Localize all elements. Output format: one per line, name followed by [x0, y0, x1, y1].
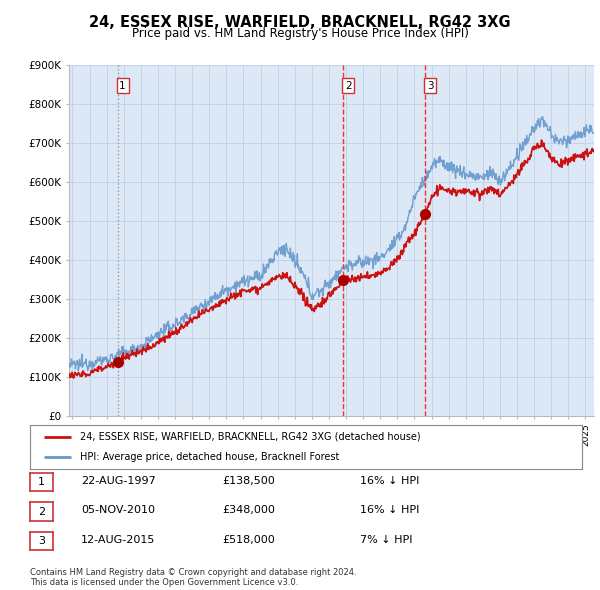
- Text: 12-AUG-2015: 12-AUG-2015: [81, 535, 155, 545]
- Text: 22-AUG-1997: 22-AUG-1997: [81, 476, 156, 486]
- Text: 16% ↓ HPI: 16% ↓ HPI: [360, 506, 419, 515]
- Text: HPI: Average price, detached house, Bracknell Forest: HPI: Average price, detached house, Brac…: [80, 452, 339, 462]
- Text: Price paid vs. HM Land Registry's House Price Index (HPI): Price paid vs. HM Land Registry's House …: [131, 27, 469, 40]
- Text: 16% ↓ HPI: 16% ↓ HPI: [360, 476, 419, 486]
- Text: Contains HM Land Registry data © Crown copyright and database right 2024.
This d: Contains HM Land Registry data © Crown c…: [30, 568, 356, 587]
- Text: 3: 3: [427, 81, 433, 91]
- Text: 7% ↓ HPI: 7% ↓ HPI: [360, 535, 413, 545]
- Text: £518,000: £518,000: [222, 535, 275, 545]
- Text: 24, ESSEX RISE, WARFIELD, BRACKNELL, RG42 3XG (detached house): 24, ESSEX RISE, WARFIELD, BRACKNELL, RG4…: [80, 432, 421, 442]
- Text: 2: 2: [38, 507, 45, 516]
- Text: £138,500: £138,500: [222, 476, 275, 486]
- Text: 1: 1: [38, 477, 45, 487]
- Text: £348,000: £348,000: [222, 506, 275, 515]
- Text: 1: 1: [119, 81, 126, 91]
- Text: 05-NOV-2010: 05-NOV-2010: [81, 506, 155, 515]
- Text: 3: 3: [38, 536, 45, 546]
- Text: 2: 2: [345, 81, 352, 91]
- Text: 24, ESSEX RISE, WARFIELD, BRACKNELL, RG42 3XG: 24, ESSEX RISE, WARFIELD, BRACKNELL, RG4…: [89, 15, 511, 30]
